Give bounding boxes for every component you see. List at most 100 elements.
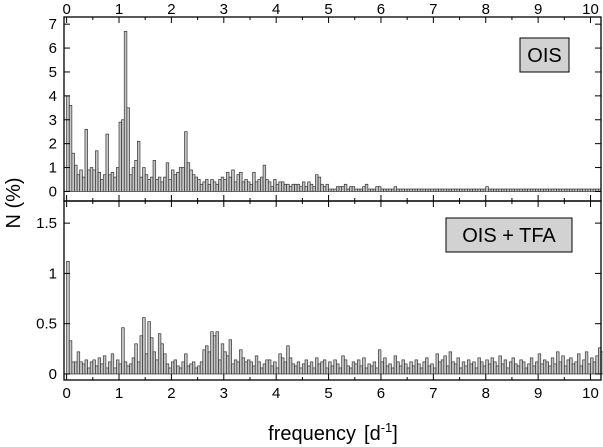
bottom-bar-191	[566, 359, 570, 375]
bottom-bar-51	[199, 361, 204, 375]
top-bar-178	[532, 188, 536, 192]
bottom-bar-62	[228, 339, 232, 375]
bottom-bar-52	[202, 349, 206, 375]
top-ytick-label-6: 6	[49, 40, 57, 57]
bottom-bar-142	[438, 361, 442, 375]
bottom-bar-168	[506, 367, 510, 375]
top-bar-11	[95, 150, 99, 192]
top-bar-99	[325, 183, 329, 192]
bottom-bar-91	[304, 359, 308, 375]
top-bar-143	[440, 188, 445, 192]
bottom-bar-201	[592, 361, 597, 375]
bottom-bar-165	[498, 355, 502, 375]
bottom-bar-134	[417, 363, 421, 375]
bottom-bar-171	[514, 363, 518, 375]
top-bar-84	[286, 183, 290, 192]
top-bar-10	[92, 169, 96, 192]
top-bar-27	[137, 140, 141, 192]
ois-tfa-label: OIS + TFA	[462, 225, 556, 247]
top-bar-69	[247, 181, 251, 192]
bottom-bar-15	[105, 367, 109, 375]
bottom-bar-184	[548, 365, 552, 375]
bottom-bar-104	[338, 367, 343, 375]
top-bar-46	[186, 162, 191, 192]
bottom-bar-153	[467, 359, 471, 375]
top-bar-134	[417, 188, 421, 192]
top-bar-160	[485, 186, 489, 192]
bottom-bar-27	[137, 361, 141, 375]
bottom-xtick-label-4: 4	[272, 385, 280, 402]
top-ytick-label-5: 5	[49, 64, 57, 81]
top-bar-44	[181, 167, 185, 192]
bottom-bar-143	[440, 359, 445, 375]
bottom-bar-114	[364, 367, 369, 375]
top-bar-71	[252, 171, 256, 192]
top-bar-73	[257, 179, 261, 192]
top-xtick-label-6: 6	[377, 1, 385, 18]
bottom-bar-53	[205, 345, 209, 375]
top-bar-161	[488, 188, 492, 192]
top-bar-180	[537, 188, 542, 192]
bottom-bar-84	[286, 345, 290, 375]
bottom-bar-182	[543, 359, 547, 375]
top-bar-37	[163, 176, 167, 192]
bottom-bar-136	[422, 361, 426, 375]
bottom-ytick-label-1: 0.5	[36, 316, 57, 333]
bottom-bar-181	[540, 363, 544, 375]
top-bar-107	[346, 188, 350, 192]
bottom-bar-46	[186, 365, 191, 375]
bottom-bar-108	[349, 367, 353, 375]
bottom-bar-34	[155, 359, 159, 375]
top-bar-55	[210, 179, 214, 192]
bottom-bar-50	[197, 365, 201, 375]
top-bar-47	[189, 169, 193, 192]
bottom-bar-39	[168, 367, 172, 375]
top-bar-163	[493, 188, 497, 192]
top-bar-54	[207, 183, 212, 192]
top-bar-98	[322, 186, 327, 192]
top-bar-82	[281, 181, 285, 192]
bottom-xtick-label-3: 3	[220, 385, 228, 402]
top-bar-59	[220, 176, 225, 192]
bottom-bar-169	[508, 361, 513, 375]
top-bar-95	[315, 174, 319, 192]
bottom-bar-0	[66, 260, 70, 375]
bottom-bar-58	[218, 359, 222, 375]
bottom-bar-43	[178, 367, 183, 375]
bottom-bar-130	[406, 367, 411, 375]
top-bar-90	[302, 181, 306, 192]
top-bar-93	[309, 183, 314, 192]
bottom-bar-73	[257, 361, 261, 375]
top-bar-4	[76, 174, 81, 192]
top-bar-199	[587, 188, 591, 192]
bottom-bar-176	[527, 363, 531, 375]
bottom-bar-146	[448, 351, 453, 375]
bottom-bar-22	[123, 361, 128, 375]
bottom-bar-98	[322, 359, 327, 375]
bottom-bar-196	[579, 365, 584, 375]
top-bar-145	[446, 188, 450, 192]
top-bar-187	[556, 188, 560, 192]
top-bar-120	[380, 188, 384, 192]
top-bar-114	[364, 183, 369, 192]
top-bar-137	[425, 188, 429, 192]
bottom-bar-12	[97, 357, 102, 375]
bottom-bar-64	[233, 359, 238, 375]
bottom-ytick-label-3: 1.5	[36, 215, 57, 232]
bottom-bar-161	[488, 363, 492, 375]
bottom-bar-45	[184, 353, 188, 375]
top-bar-36	[160, 181, 164, 192]
top-bar-119	[377, 186, 382, 192]
bottom-bar-198	[584, 351, 589, 375]
bottom-bar-77	[267, 359, 272, 375]
bottom-bar-133	[414, 359, 418, 375]
top-xtick-label-2: 2	[167, 1, 175, 18]
top-bar-176	[527, 188, 531, 192]
bottom-bar-23	[126, 365, 130, 375]
bottom-bar-3	[74, 361, 78, 375]
top-xtick-label-10: 10	[582, 1, 599, 18]
top-bar-159	[482, 188, 487, 192]
top-panel-bars	[66, 30, 602, 192]
top-bar-173	[519, 188, 523, 192]
